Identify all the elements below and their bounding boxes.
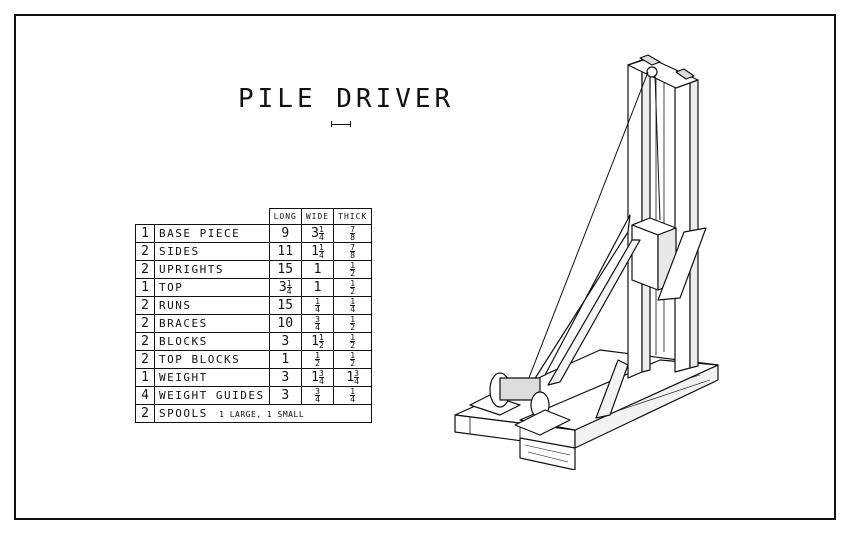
qty-cell: 2 — [135, 350, 155, 369]
long-cell: 3 — [268, 368, 302, 387]
bill-of-materials-table: LONG WIDE THICK 1 BASE PIECE 9 3 1 4 7 8 2 SIDES 1… — [135, 208, 373, 423]
table-row: 2 UPRIGHTS 15 1 1 2 — [135, 260, 373, 279]
long-cell: 1 — [268, 350, 302, 369]
table-row: 2 SPOOLS 1 LARGE, 1 SMALL — [135, 404, 373, 423]
qty-cell: 2 — [135, 296, 155, 315]
rope — [524, 71, 661, 389]
table-row: 4 WEIGHT GUIDES 3 3 4 1 4 — [135, 386, 373, 405]
qty-cell: 4 — [135, 386, 155, 405]
header-thick: THICK — [333, 208, 373, 225]
drawing-title: PILE DRIVER — [238, 84, 455, 114]
long-cell: 9 — [268, 224, 302, 243]
qty-cell: 1 — [135, 368, 155, 387]
header-long: LONG — [268, 208, 302, 225]
table-row: 1 WEIGHT 3 1 3 4 1 3 4 — [135, 368, 373, 387]
top-cap — [627, 54, 699, 89]
drawing-border — [14, 14, 836, 520]
qty-cell: 2 — [135, 314, 155, 333]
pile-driver-illustration — [454, 54, 719, 470]
part-name-cell: SPOOLS 1 LARGE, 1 SMALL — [153, 404, 373, 423]
part-name-cell: BRACES — [154, 314, 270, 333]
qty-cell: 2 — [135, 242, 155, 261]
part-name-cell: WEIGHT GUIDES — [154, 386, 270, 405]
part-name-cell: BLOCKS — [154, 332, 270, 351]
uprights — [627, 59, 699, 379]
part-name-cell: UPRIGHTS — [154, 260, 270, 279]
braces — [533, 214, 707, 419]
long-cell: 3 — [268, 386, 302, 405]
part-name-cell: TOP — [154, 278, 270, 297]
table-row: 1 TOP 3 1 4 1 1 2 — [135, 278, 373, 297]
table-row: 1 BASE PIECE 9 3 1 4 7 8 — [135, 224, 373, 243]
table-row: 2 BRACES 10 3 4 1 2 — [135, 314, 373, 333]
qty-cell: 2 — [135, 260, 155, 279]
header-blank-qty — [136, 209, 155, 225]
header-blank-name — [155, 209, 270, 225]
title-underline — [331, 121, 351, 127]
part-name-cell: TOP BLOCKS — [154, 350, 270, 369]
part-name-cell: SIDES — [154, 242, 270, 261]
table-row: 2 RUNS 15 1 4 1 4 — [135, 296, 373, 315]
qty-cell: 2 — [135, 332, 155, 351]
wide-cell: 1 — [300, 260, 335, 279]
long-cell: 3 — [268, 332, 302, 351]
long-cell: 11 — [268, 242, 302, 261]
long-cell: 10 — [268, 314, 302, 333]
qty-cell: 1 — [135, 224, 155, 243]
table-row: 2 SIDES 11 1 1 4 7 8 — [135, 242, 373, 261]
spools-note: 1 LARGE, 1 SMALL — [213, 410, 305, 419]
table-row: 2 TOP BLOCKS 1 1 2 1 2 — [135, 350, 373, 369]
part-name-cell: WEIGHT — [154, 368, 270, 387]
table-row: 2 BLOCKS 3 1 1 2 1 2 — [135, 332, 373, 351]
qty-cell: 2 — [135, 404, 155, 423]
long-cell: 15 — [268, 296, 302, 315]
part-name-cell: BASE PIECE — [154, 224, 270, 243]
long-cell: 15 — [268, 260, 302, 279]
wide-cell: 1 — [300, 278, 335, 297]
part-name-cell: RUNS — [154, 296, 270, 315]
spools — [469, 372, 571, 436]
qty-cell: 1 — [135, 278, 155, 297]
spools-label: SPOOLS — [159, 407, 208, 420]
table-header-row: LONG WIDE THICK — [136, 208, 373, 225]
header-wide: WIDE — [300, 208, 335, 225]
